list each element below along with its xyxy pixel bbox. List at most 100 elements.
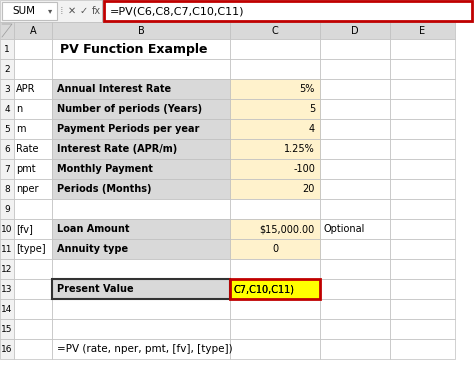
- Bar: [390, 259, 455, 279]
- Text: =PV (rate, nper, pmt, [fv], [type]): =PV (rate, nper, pmt, [fv], [type]): [57, 344, 233, 354]
- Bar: [230, 99, 320, 119]
- Bar: [14, 39, 52, 59]
- Bar: [0, 59, 14, 79]
- Bar: [104, 1, 472, 21]
- Bar: [14, 319, 52, 339]
- Bar: [230, 79, 320, 99]
- Bar: [52, 79, 230, 99]
- Text: ⁞: ⁞: [60, 6, 64, 16]
- Bar: [230, 179, 320, 199]
- Text: 14: 14: [1, 305, 13, 313]
- Bar: [52, 59, 230, 79]
- Text: A: A: [30, 25, 36, 36]
- Bar: [0, 299, 14, 319]
- Bar: [0, 119, 14, 139]
- Bar: [230, 279, 320, 299]
- Bar: [14, 179, 52, 199]
- Text: 5: 5: [4, 124, 10, 134]
- Bar: [14, 259, 52, 279]
- Text: B: B: [137, 25, 145, 36]
- Text: ✕: ✕: [68, 6, 76, 16]
- Bar: [320, 319, 390, 339]
- Bar: [0, 159, 14, 179]
- Bar: [390, 159, 455, 179]
- Text: 20: 20: [302, 184, 315, 194]
- Text: nper: nper: [16, 184, 38, 194]
- Bar: [52, 179, 230, 199]
- Text: 11: 11: [1, 244, 13, 254]
- Bar: [14, 59, 52, 79]
- Bar: [14, 279, 52, 299]
- Bar: [0, 319, 14, 339]
- Text: 15: 15: [1, 324, 13, 334]
- Bar: [230, 159, 320, 179]
- Bar: [14, 199, 52, 219]
- Text: PV Function Example: PV Function Example: [60, 43, 208, 55]
- Text: Present Value: Present Value: [57, 284, 134, 294]
- Text: Periods (Months): Periods (Months): [57, 184, 152, 194]
- Bar: [230, 139, 320, 159]
- Bar: [390, 319, 455, 339]
- Bar: [390, 299, 455, 319]
- Bar: [390, 239, 455, 259]
- Bar: [320, 339, 390, 359]
- Bar: [14, 219, 52, 239]
- Text: Payment Periods per year: Payment Periods per year: [57, 124, 200, 134]
- Bar: [14, 339, 52, 359]
- Bar: [320, 279, 390, 299]
- Bar: [230, 299, 320, 319]
- Bar: [230, 239, 320, 259]
- Text: 9: 9: [4, 204, 10, 214]
- Text: $15,000.00: $15,000.00: [260, 224, 315, 234]
- Bar: [52, 239, 230, 259]
- Text: 4: 4: [4, 105, 10, 113]
- Text: 2: 2: [4, 65, 10, 73]
- Text: Annuity type: Annuity type: [57, 244, 128, 254]
- Bar: [52, 279, 230, 299]
- Bar: [320, 299, 390, 319]
- Text: C7,C10,C11): C7,C10,C11): [234, 284, 295, 294]
- Text: ▾: ▾: [48, 7, 52, 15]
- Text: Interest Rate (APR/m): Interest Rate (APR/m): [57, 144, 177, 154]
- Bar: [230, 279, 320, 299]
- Bar: [390, 179, 455, 199]
- Bar: [230, 39, 320, 59]
- Bar: [390, 219, 455, 239]
- Text: C: C: [272, 25, 278, 36]
- Bar: [52, 199, 230, 219]
- Bar: [52, 159, 230, 179]
- Bar: [0, 0, 474, 22]
- Text: 10: 10: [1, 225, 13, 233]
- Bar: [320, 79, 390, 99]
- Bar: [52, 159, 230, 179]
- Bar: [52, 39, 230, 59]
- Bar: [14, 299, 52, 319]
- Bar: [52, 279, 230, 299]
- Bar: [230, 179, 320, 199]
- Bar: [0, 219, 14, 239]
- Text: 1: 1: [4, 44, 10, 54]
- Bar: [0, 339, 14, 359]
- Bar: [390, 99, 455, 119]
- Text: 3: 3: [4, 84, 10, 94]
- Bar: [230, 79, 320, 99]
- Bar: [230, 239, 320, 259]
- Bar: [320, 179, 390, 199]
- Bar: [52, 339, 230, 359]
- Bar: [0, 139, 14, 159]
- Bar: [52, 99, 230, 119]
- Text: 8: 8: [4, 185, 10, 193]
- Bar: [230, 259, 320, 279]
- Text: -100: -100: [293, 164, 315, 174]
- Text: Annual Interest Rate: Annual Interest Rate: [57, 84, 171, 94]
- Text: SUM: SUM: [12, 6, 35, 16]
- Text: pmt: pmt: [16, 164, 36, 174]
- Bar: [320, 239, 390, 259]
- Bar: [52, 319, 230, 339]
- Bar: [320, 259, 390, 279]
- Text: Monthly Payment: Monthly Payment: [57, 164, 153, 174]
- Bar: [0, 179, 14, 199]
- Bar: [14, 239, 52, 259]
- Text: 7: 7: [4, 164, 10, 174]
- Bar: [52, 99, 230, 119]
